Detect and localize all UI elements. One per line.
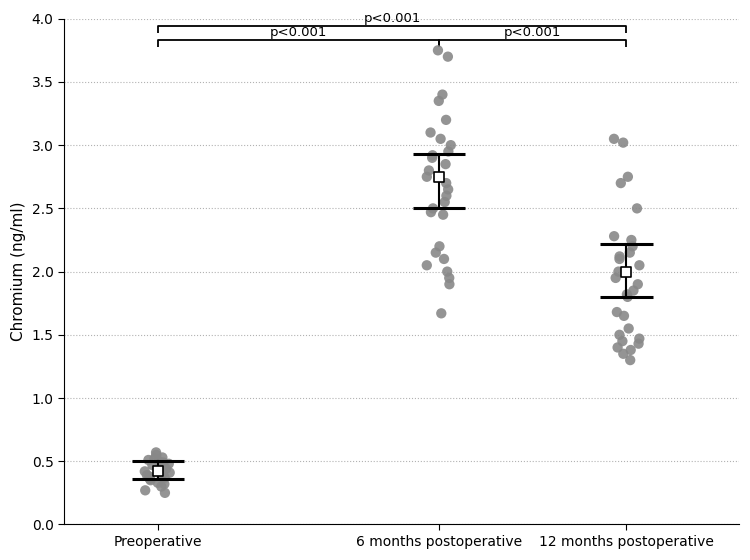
- Point: [610, 273, 622, 282]
- Point: [439, 198, 451, 207]
- Point: [440, 179, 452, 188]
- Point: [633, 334, 645, 343]
- Point: [443, 280, 455, 289]
- Point: [157, 453, 169, 462]
- Point: [154, 463, 166, 472]
- Point: [617, 349, 629, 358]
- Point: [163, 459, 175, 468]
- Point: [438, 254, 450, 263]
- Point: [139, 467, 151, 476]
- Point: [158, 458, 170, 467]
- Point: [626, 242, 638, 251]
- Point: [632, 280, 644, 289]
- Point: [442, 52, 454, 61]
- Point: [625, 346, 637, 354]
- Point: [632, 339, 644, 348]
- Point: [152, 467, 164, 476]
- Text: p<0.001: p<0.001: [364, 12, 421, 25]
- Point: [159, 488, 171, 497]
- Point: [440, 115, 452, 124]
- Point: [624, 248, 636, 257]
- Point: [152, 478, 164, 487]
- Point: [433, 242, 445, 251]
- Point: [160, 464, 172, 473]
- Point: [440, 160, 452, 169]
- Point: [615, 179, 627, 188]
- Point: [435, 309, 447, 318]
- Point: [614, 252, 626, 261]
- Text: p<0.001: p<0.001: [504, 26, 562, 39]
- Point: [144, 474, 156, 483]
- Point: [442, 185, 454, 194]
- Point: [424, 128, 436, 137]
- Point: [445, 141, 457, 150]
- Point: [426, 153, 438, 162]
- Y-axis label: Chromium (ng/ml): Chromium (ng/ml): [11, 202, 26, 342]
- Point: [427, 151, 439, 160]
- Point: [430, 248, 442, 257]
- Point: [611, 343, 623, 352]
- Point: [152, 465, 164, 474]
- Point: [443, 273, 455, 282]
- Point: [421, 172, 433, 181]
- Point: [421, 261, 433, 270]
- Point: [433, 172, 445, 181]
- Point: [427, 204, 439, 213]
- Point: [624, 356, 636, 365]
- Point: [432, 46, 444, 55]
- Point: [159, 473, 171, 482]
- Point: [164, 468, 176, 477]
- Point: [608, 232, 620, 241]
- Point: [157, 469, 169, 478]
- Point: [143, 472, 155, 481]
- Point: [434, 134, 446, 143]
- Point: [141, 471, 153, 480]
- Point: [617, 138, 629, 147]
- Point: [611, 307, 623, 316]
- Point: [628, 286, 640, 295]
- Point: [616, 337, 628, 346]
- Point: [622, 172, 634, 181]
- Point: [441, 267, 453, 276]
- Point: [626, 236, 638, 245]
- Point: [622, 292, 634, 301]
- Point: [148, 454, 160, 463]
- Point: [436, 90, 448, 99]
- Point: [150, 448, 162, 457]
- Point: [437, 210, 449, 219]
- Point: [618, 311, 630, 320]
- Point: [140, 486, 152, 495]
- Text: p<0.001: p<0.001: [270, 26, 327, 39]
- Point: [613, 267, 625, 276]
- Point: [442, 147, 454, 156]
- Point: [631, 204, 643, 213]
- Point: [150, 450, 162, 459]
- Point: [634, 261, 646, 270]
- Point: [614, 330, 626, 339]
- Point: [620, 267, 632, 276]
- Point: [153, 457, 165, 466]
- Point: [158, 462, 170, 471]
- Point: [155, 482, 167, 491]
- Point: [622, 324, 634, 333]
- Point: [433, 96, 445, 105]
- Point: [145, 476, 157, 485]
- Point: [621, 290, 633, 299]
- Point: [614, 254, 626, 263]
- Point: [425, 208, 437, 217]
- Point: [142, 455, 154, 464]
- Point: [423, 166, 435, 175]
- Point: [158, 479, 170, 488]
- Point: [608, 134, 620, 143]
- Point: [146, 460, 158, 469]
- Point: [440, 192, 452, 200]
